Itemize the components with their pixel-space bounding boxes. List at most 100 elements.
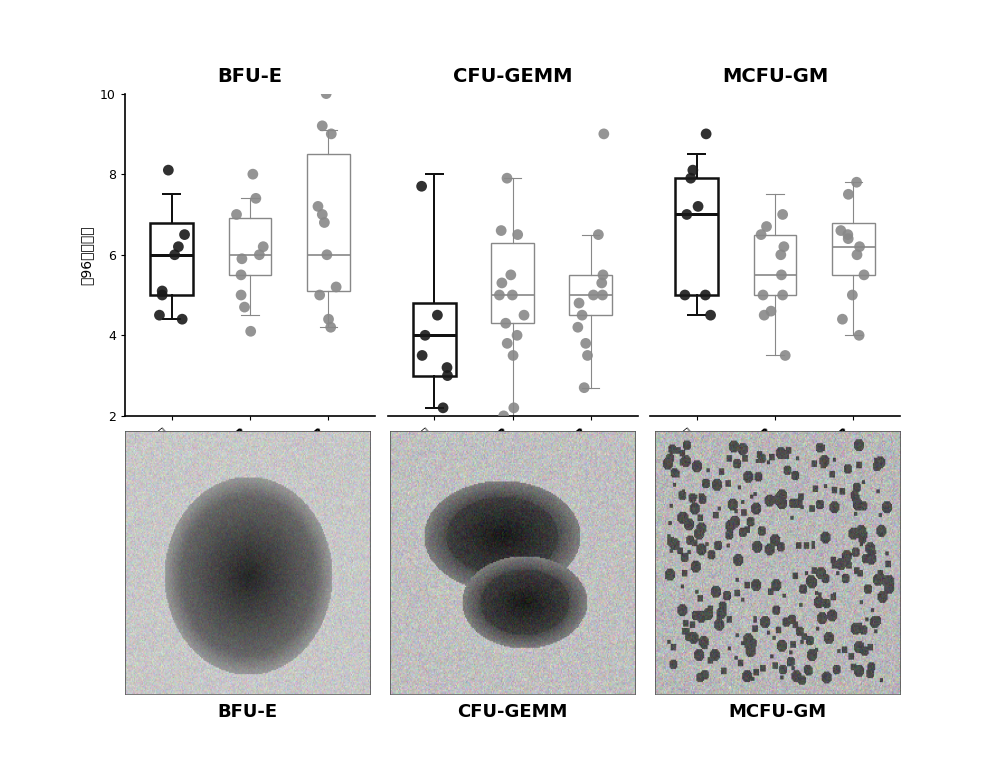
Point <box>677 289 693 301</box>
Point <box>685 164 701 176</box>
Point <box>773 249 789 261</box>
Point <box>574 309 590 321</box>
Point <box>576 381 592 394</box>
FancyBboxPatch shape <box>675 178 718 295</box>
Title: CFU-GEMM: CFU-GEMM <box>453 68 572 87</box>
Point <box>585 289 601 301</box>
Point <box>498 317 514 329</box>
Point <box>594 289 610 301</box>
Point <box>314 119 330 132</box>
Point <box>414 180 430 193</box>
Point <box>595 268 611 281</box>
Point <box>776 240 792 253</box>
Point <box>499 172 515 184</box>
Point <box>323 128 339 140</box>
Point <box>509 329 525 342</box>
Point <box>499 337 515 349</box>
Point <box>248 192 264 204</box>
Point <box>756 309 772 321</box>
Point <box>312 289 328 301</box>
Point <box>775 289 791 301</box>
Point <box>763 305 779 317</box>
Point <box>167 249 183 261</box>
Point <box>170 240 186 253</box>
Point <box>759 220 775 232</box>
Point <box>849 176 865 189</box>
Point <box>439 361 455 374</box>
Point <box>229 208 245 221</box>
Point <box>516 309 532 321</box>
Point <box>174 313 190 325</box>
FancyBboxPatch shape <box>150 222 193 295</box>
FancyBboxPatch shape <box>307 154 350 291</box>
X-axis label: BFU-E: BFU-E <box>218 703 278 721</box>
Point <box>439 370 455 382</box>
Point <box>834 313 850 325</box>
Point <box>493 225 509 237</box>
Point <box>233 268 249 281</box>
Point <box>510 229 526 241</box>
Point <box>245 168 261 180</box>
Point <box>506 402 522 414</box>
Point <box>316 216 332 229</box>
X-axis label: CFU-GEMM: CFU-GEMM <box>457 703 568 721</box>
Point <box>151 309 167 321</box>
Title: BFU-E: BFU-E <box>218 68 283 87</box>
Point <box>314 208 330 221</box>
FancyBboxPatch shape <box>413 303 456 376</box>
Point <box>840 188 856 200</box>
Point <box>703 309 719 321</box>
Point <box>414 349 430 362</box>
Point <box>503 268 519 281</box>
Point <box>255 240 271 253</box>
Point <box>856 268 872 281</box>
Point <box>849 249 865 261</box>
Point <box>840 229 856 241</box>
Point <box>570 321 586 334</box>
Point <box>251 249 267 261</box>
Point <box>844 289 860 301</box>
Point <box>429 309 445 321</box>
Point <box>596 128 612 140</box>
Point <box>310 200 326 213</box>
Point <box>698 128 714 140</box>
Point <box>160 164 176 176</box>
Point <box>319 249 335 261</box>
Point <box>323 321 339 334</box>
Point <box>594 277 610 289</box>
Point <box>504 289 520 301</box>
Point <box>328 281 344 293</box>
Point <box>494 277 510 289</box>
Point <box>579 349 595 362</box>
Point <box>690 200 706 213</box>
Point <box>491 289 507 301</box>
FancyBboxPatch shape <box>491 243 534 323</box>
Point <box>233 289 249 301</box>
Point <box>755 289 771 301</box>
Point <box>683 172 699 184</box>
Point <box>851 329 867 342</box>
Point <box>697 289 713 301</box>
Point <box>318 87 334 100</box>
Point <box>777 349 793 362</box>
Point <box>177 229 193 241</box>
Point <box>435 402 451 414</box>
Point <box>417 329 433 342</box>
Point <box>496 410 512 422</box>
FancyBboxPatch shape <box>229 218 271 275</box>
Title: MCFU-GM: MCFU-GM <box>722 68 828 87</box>
Point <box>154 289 170 301</box>
Point <box>154 285 170 297</box>
FancyBboxPatch shape <box>754 235 796 295</box>
Point <box>243 325 259 338</box>
Point <box>775 208 791 221</box>
Point <box>236 301 252 314</box>
Point <box>753 229 769 241</box>
Point <box>840 232 856 245</box>
Point <box>679 208 695 221</box>
Point <box>578 337 594 349</box>
Point <box>321 313 337 325</box>
Point <box>833 225 849 237</box>
FancyBboxPatch shape <box>832 222 875 275</box>
Point <box>505 349 521 362</box>
